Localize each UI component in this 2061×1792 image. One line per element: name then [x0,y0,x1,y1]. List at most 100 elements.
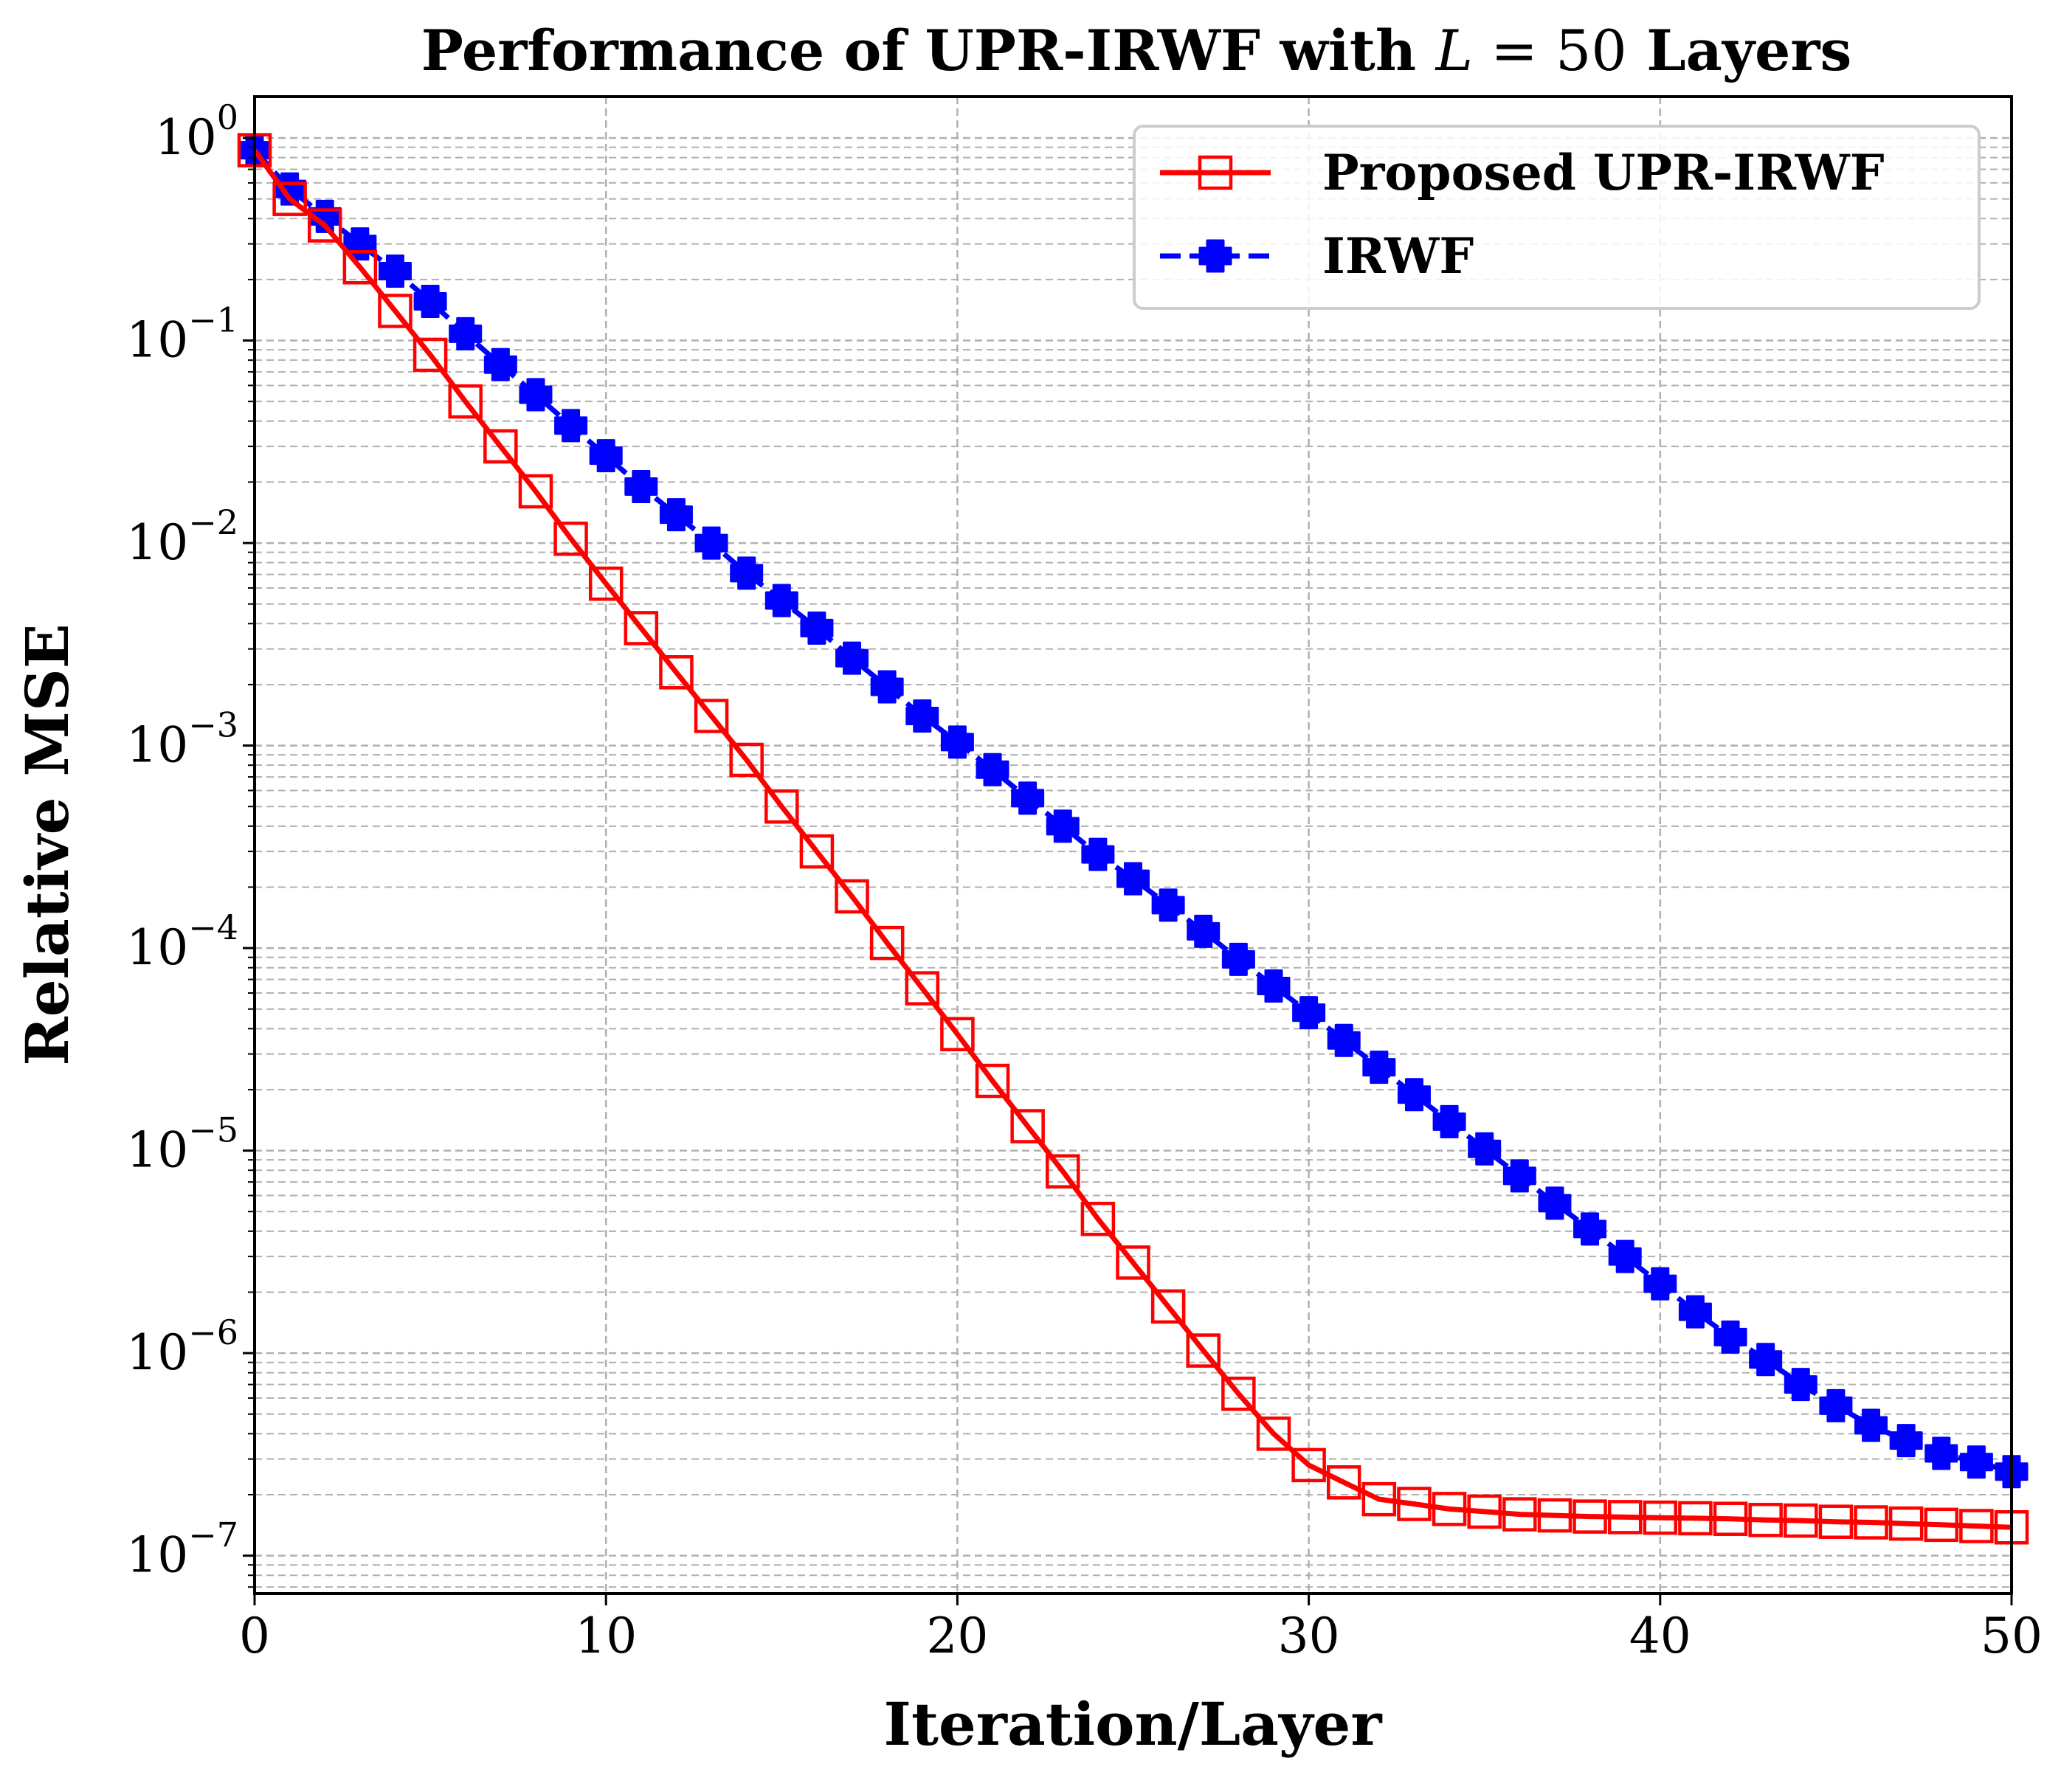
data-point-irwf-48 [1924,1436,1958,1470]
y-tick-base: 10 [126,312,188,369]
data-point-irwf-40 [1643,1267,1677,1301]
chart-title-variable: L [1435,18,1473,83]
data-point-irwf-10 [589,439,623,473]
data-point-irwf-42 [1713,1320,1747,1354]
y-tick-label-3: 10−3 [126,705,238,774]
y-tick-label-2: 10−2 [126,502,238,571]
data-point-proposed-upr-irwf-46 [1854,1505,1888,1540]
y-tick-exponent: −4 [188,907,238,947]
data-point-irwf-26 [1151,888,1185,922]
data-point-irwf-35 [1468,1132,1502,1166]
data-point-irwf-21 [976,753,1009,786]
data-point-irwf-41 [1678,1295,1712,1329]
data-point-proposed-upr-irwf-47 [1888,1506,1924,1541]
data-point-irwf-38 [1573,1212,1607,1246]
data-point-irwf-32 [1362,1051,1396,1084]
data-point-irwf-45 [1819,1388,1853,1422]
y-tick-exponent: −7 [188,1515,238,1555]
data-point-irwf-11 [624,470,658,504]
chart-title-suffix: Layers [1627,18,1851,83]
data-point-proposed-upr-irwf-38 [1572,1499,1607,1534]
data-point-proposed-upr-irwf-10 [588,566,624,601]
axis-ticks: 0 10 20 30 40 5010010−110−210−310−410−510−610… [126,97,2043,1664]
data-point-proposed-upr-irwf-35 [1467,1494,1502,1529]
data-point-irwf-6 [449,316,483,350]
data-point-irwf-18 [870,670,904,704]
data-point-proposed-upr-irwf-27 [1186,1333,1221,1368]
data-point-proposed-upr-irwf-11 [624,611,659,646]
data-point-proposed-upr-irwf-8 [518,474,553,509]
data-point-proposed-upr-irwf-41 [1678,1501,1713,1536]
data-point-proposed-upr-irwf-17 [835,879,869,914]
data-point-proposed-upr-irwf-42 [1713,1501,1748,1536]
data-point-irwf-22 [1011,781,1045,815]
data-point-proposed-upr-irwf-24 [1080,1201,1116,1236]
data-point-proposed-upr-irwf-12 [659,655,694,690]
y-tick-base: 10 [126,717,188,774]
x-tick-label-30: 30 [1278,1608,1340,1664]
data-point-irwf-39 [1608,1239,1642,1273]
y-tick-base: 10 [126,1122,188,1179]
series-proposed-upr-irwf [237,133,2029,1545]
data-point-proposed-upr-irwf-31 [1326,1465,1361,1500]
data-point-proposed-upr-irwf-16 [799,834,835,869]
data-point-proposed-upr-irwf-21 [975,1063,1010,1099]
legend-sample-irwf [1160,239,1271,273]
data-point-proposed-upr-irwf-6 [448,384,483,419]
data-point-proposed-upr-irwf-43 [1748,1503,1783,1537]
legend-marker-irwf [1198,239,1232,273]
data-point-irwf-28 [1221,942,1255,976]
data-point-irwf-24 [1081,837,1115,871]
data-point-irwf-9 [554,409,588,443]
data-point-proposed-upr-irwf-18 [869,925,905,961]
data-point-proposed-upr-irwf-39 [1607,1500,1643,1535]
y-tick-exponent: 0 [217,97,238,137]
data-point-proposed-upr-irwf-14 [729,742,764,778]
data-point-irwf-14 [730,556,764,590]
data-point-irwf-17 [835,641,869,675]
data-point-irwf-31 [1327,1023,1361,1057]
data-point-proposed-upr-irwf-44 [1784,1503,1818,1538]
data-point-irwf-27 [1187,914,1221,948]
x-tick-label-40: 40 [1629,1608,1691,1664]
series-irwf [238,134,2029,1489]
data-point-proposed-upr-irwf-9 [553,521,588,556]
chart-title-equation: = 50 [1473,18,1627,83]
x-axis-label: Iteration/Layer [884,1689,1383,1759]
y-tick-exponent: −3 [188,705,238,745]
data-point-irwf-30 [1292,996,1326,1030]
data-point-irwf-34 [1432,1104,1466,1138]
data-point-irwf-16 [800,611,834,645]
data-point-irwf-29 [1257,969,1291,1003]
data-point-irwf-46 [1854,1408,1888,1442]
y-tick-base: 10 [126,919,188,976]
data-point-proposed-upr-irwf-25 [1116,1245,1150,1280]
plot-series [237,133,2029,1545]
data-point-proposed-upr-irwf-29 [1256,1416,1291,1451]
data-point-proposed-upr-irwf-49 [1959,1509,1994,1543]
plot-frame [253,95,2013,1595]
data-point-irwf-47 [1889,1424,1923,1458]
data-point-proposed-upr-irwf-15 [764,789,799,824]
data-point-proposed-upr-irwf-3 [342,249,378,285]
legend[interactable]: Proposed UPR-IRWF IRWF [1133,125,1981,310]
data-point-proposed-upr-irwf-26 [1150,1289,1186,1324]
data-point-proposed-upr-irwf-23 [1046,1154,1080,1189]
data-point-irwf-5 [413,285,447,319]
series-line-irwf [252,148,2012,1475]
data-point-proposed-upr-irwf-4 [378,294,412,328]
data-point-proposed-upr-irwf-22 [1010,1109,1045,1144]
data-point-irwf-8 [519,378,553,412]
data-point-proposed-upr-irwf-40 [1643,1500,1678,1535]
data-point-irwf-44 [1784,1368,1817,1402]
y-tick-exponent: −2 [188,502,238,542]
data-point-proposed-upr-irwf-48 [1924,1507,1959,1543]
data-point-proposed-upr-irwf-28 [1221,1376,1256,1411]
chart-title: Performance of UPR-IRWF with L = 50 Laye… [421,18,1851,83]
y-tick-base: 10 [126,514,188,571]
data-point-proposed-upr-irwf-13 [694,699,729,733]
data-point-irwf-15 [764,584,798,617]
data-point-proposed-upr-irwf-30 [1291,1447,1326,1483]
data-point-proposed-upr-irwf-20 [940,1017,975,1051]
